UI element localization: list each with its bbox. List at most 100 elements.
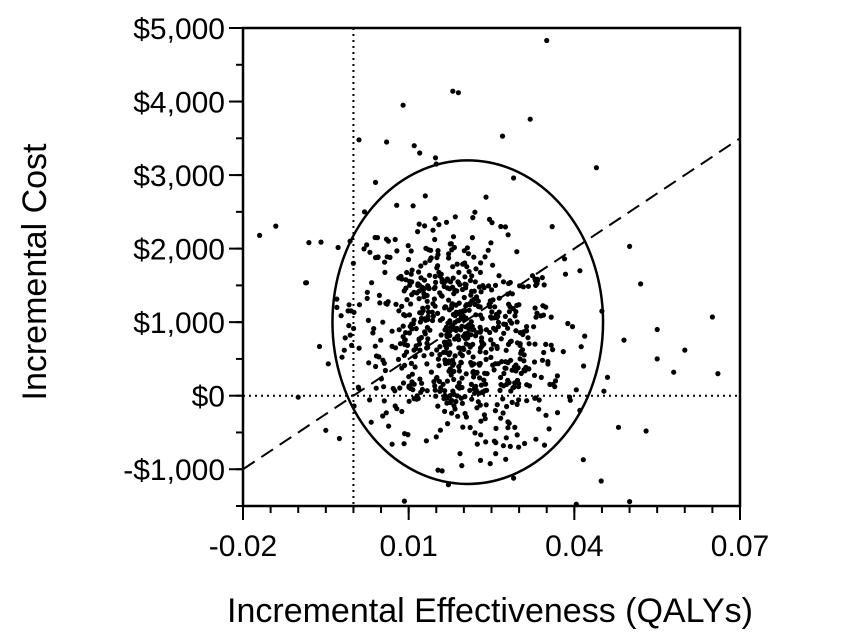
- data-point: [458, 315, 464, 322]
- data-point: [385, 238, 391, 244]
- data-point: [517, 283, 523, 289]
- data-point: [403, 277, 409, 283]
- data-point: [502, 224, 508, 230]
- data-point: [451, 368, 457, 374]
- data-point: [483, 356, 489, 362]
- data-point: [416, 341, 423, 347]
- data-point: [400, 102, 406, 108]
- data-point: [492, 282, 499, 288]
- data-point: [488, 337, 494, 343]
- data-point: [543, 341, 549, 347]
- data-point: [601, 388, 607, 394]
- data-point: [493, 440, 499, 446]
- data-point: [489, 287, 495, 293]
- data-point: [447, 328, 453, 334]
- data-point: [436, 222, 442, 228]
- data-point: [527, 116, 533, 122]
- data-point: [532, 305, 538, 311]
- data-point: [514, 319, 520, 325]
- data-point: [476, 362, 483, 368]
- data-point: [483, 402, 489, 408]
- data-point: [543, 412, 549, 418]
- data-point: [419, 380, 425, 386]
- data-point: [408, 360, 414, 366]
- data-point: [481, 285, 487, 291]
- data-point: [402, 338, 408, 344]
- data-point: [384, 254, 390, 260]
- data-point: [369, 280, 375, 286]
- data-point: [459, 375, 465, 381]
- data-point: [356, 302, 363, 308]
- data-point: [491, 367, 497, 373]
- data-point: [371, 326, 377, 332]
- data-point: [405, 432, 411, 438]
- data-point: [513, 328, 519, 334]
- data-point: [536, 406, 542, 412]
- data-point: [709, 314, 716, 320]
- data-point: [397, 341, 403, 347]
- data-point: [459, 400, 465, 406]
- data-point: [417, 150, 423, 156]
- data-point: [569, 324, 576, 330]
- data-point: [416, 269, 422, 275]
- data-point: [381, 398, 387, 404]
- data-point: [481, 341, 487, 347]
- data-point: [462, 410, 468, 417]
- data-point: [373, 385, 379, 391]
- data-point: [467, 342, 473, 348]
- data-point: [361, 209, 368, 215]
- data-point: [654, 356, 660, 362]
- data-point: [417, 319, 423, 325]
- data-point: [433, 279, 439, 285]
- data-point: [396, 275, 402, 281]
- data-point: [433, 434, 439, 440]
- data-point: [347, 332, 353, 338]
- data-point: [372, 343, 378, 349]
- data-point: [422, 223, 428, 229]
- data-point: [578, 344, 584, 350]
- data-point: [407, 323, 413, 329]
- data-point: [406, 398, 412, 404]
- data-point: [462, 281, 468, 287]
- data-point: [435, 467, 441, 473]
- data-point: [469, 288, 475, 295]
- data-point: [498, 374, 504, 381]
- data-point: [424, 292, 430, 299]
- data-point: [456, 368, 462, 374]
- data-point: [545, 359, 551, 365]
- data-point: [450, 264, 456, 270]
- data-point: [424, 298, 430, 304]
- data-point: [464, 330, 470, 336]
- data-point: [399, 408, 405, 415]
- data-point: [472, 430, 478, 436]
- data-point: [478, 260, 484, 266]
- data-point: [342, 335, 348, 341]
- data-point: [396, 308, 402, 314]
- data-point: [385, 299, 391, 305]
- data-point: [541, 442, 548, 448]
- data-point: [469, 235, 475, 241]
- data-point: [532, 341, 538, 347]
- data-point: [422, 329, 428, 335]
- data-point: [469, 396, 475, 402]
- data-point: [503, 365, 509, 371]
- data-point: [444, 345, 450, 351]
- data-point: [273, 223, 279, 229]
- data-point: [350, 260, 356, 266]
- data-point: [445, 421, 451, 427]
- data-point: [380, 357, 386, 363]
- data-point: [496, 273, 502, 279]
- data-point: [509, 367, 515, 373]
- data-point: [499, 133, 506, 139]
- data-point: [715, 371, 721, 377]
- data-point: [383, 410, 389, 416]
- data-point: [455, 90, 461, 96]
- data-point: [416, 288, 422, 294]
- data-point: [541, 349, 547, 356]
- data-point: [436, 363, 442, 369]
- data-point: [351, 325, 357, 332]
- data-point: [505, 325, 511, 331]
- data-point: [473, 266, 479, 272]
- data-point: [534, 281, 540, 287]
- data-point: [389, 328, 395, 334]
